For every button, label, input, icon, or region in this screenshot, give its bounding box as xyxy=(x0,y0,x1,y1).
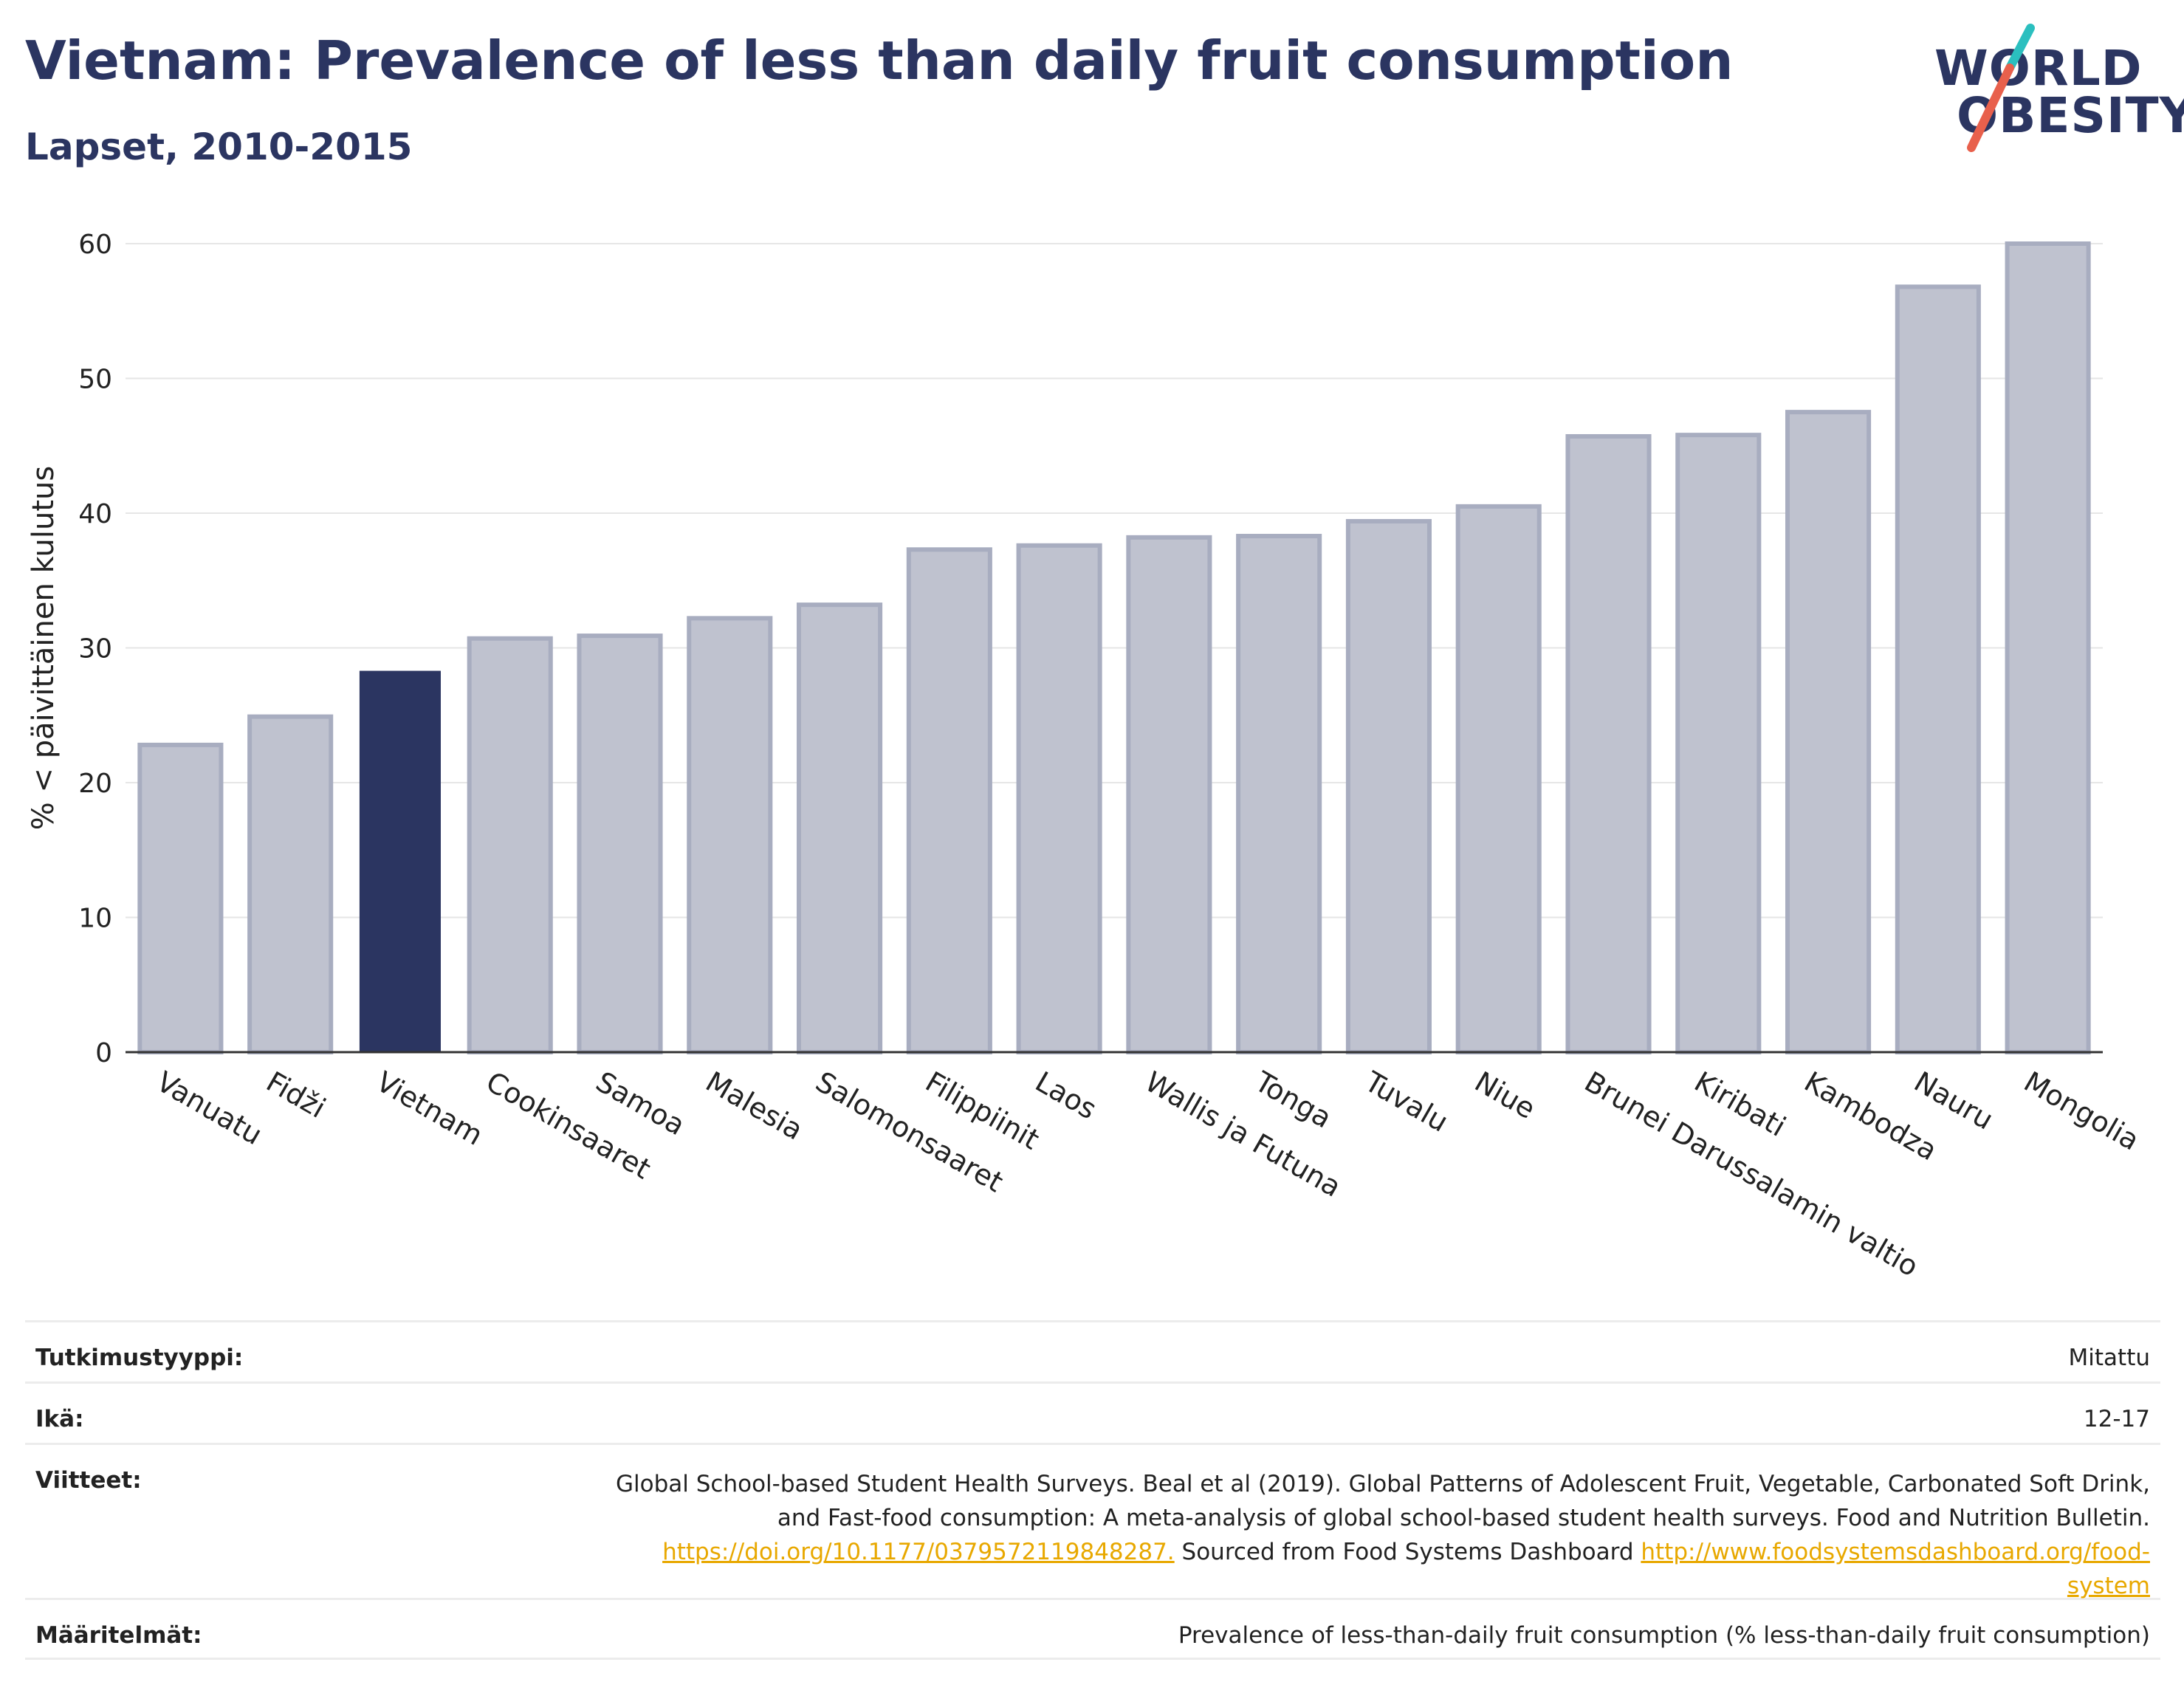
reference-line-4: system xyxy=(616,1569,2150,1603)
chart-subtitle: Lapset, 2010-2015 xyxy=(25,126,413,168)
reference-line-3: https://doi.org/10.1177/0379572119848287… xyxy=(616,1535,2150,1569)
y-tick-label: 40 xyxy=(78,499,112,529)
world-obesity-logo: WORLD OBESITY xyxy=(1927,22,2184,155)
doi-link[interactable]: https://doi.org/10.1177/0379572119848287… xyxy=(662,1539,1175,1565)
bar xyxy=(906,547,992,1054)
x-category-label: Vanuatu xyxy=(151,1065,268,1151)
bar xyxy=(797,602,883,1054)
info-table: Tutkimustyyppi: Mitattu Ikä: 12-17 Viitt… xyxy=(25,1320,2160,1660)
bar xyxy=(1565,433,1652,1055)
bar xyxy=(137,742,224,1055)
y-tick-label: 20 xyxy=(78,769,112,799)
references-value: Global School-based Student Health Surve… xyxy=(616,1467,2160,1603)
x-category-label: Malesia xyxy=(701,1065,808,1147)
bar xyxy=(1785,410,1872,1054)
y-tick-label: 30 xyxy=(78,634,112,665)
definitions-value: Prevalence of less-than-daily fruit cons… xyxy=(1178,1622,2150,1649)
study-type-value: Mitattu xyxy=(2068,1345,2150,1371)
logo-slash-icon xyxy=(1967,24,2035,152)
x-category-label: Tuvalu xyxy=(1359,1065,1453,1139)
y-tick-label: 10 xyxy=(78,904,112,934)
x-category-label: Laos xyxy=(1030,1065,1102,1126)
info-row-study-type: Tutkimustyyppi: Mitattu xyxy=(25,1320,2160,1381)
age-label: Ikä: xyxy=(35,1406,84,1432)
bar xyxy=(1126,535,1212,1055)
x-category-label: Nauru xyxy=(1909,1065,1999,1136)
x-category-label: Vietnam xyxy=(371,1065,488,1152)
bar xyxy=(577,634,663,1054)
y-tick-label: 50 xyxy=(78,365,112,395)
x-category-label: Tonga xyxy=(1249,1065,1337,1134)
x-category-label: Wallis ja Futuna xyxy=(1140,1065,1347,1204)
info-row-definitions: Määritelmät: Prevalence of less-than-dai… xyxy=(25,1598,2160,1660)
age-value: 12-17 xyxy=(2083,1406,2150,1432)
references-label: Viitteet: xyxy=(35,1467,142,1494)
info-row-age: Ikä: 12-17 xyxy=(25,1381,2160,1443)
food-systems-link-end[interactable]: system xyxy=(2067,1573,2150,1599)
study-type-label: Tutkimustyyppi: xyxy=(35,1345,244,1371)
x-category-label: Salomonsaaret xyxy=(810,1065,1009,1199)
bar xyxy=(2005,241,2091,1054)
bar xyxy=(1675,433,1762,1054)
bar xyxy=(467,636,553,1054)
bar xyxy=(359,670,441,1052)
reference-line-1: Global School-based Student Health Surve… xyxy=(616,1471,2150,1497)
y-axis-title: % < päivittäinen kulutus xyxy=(27,466,61,830)
bar xyxy=(1236,534,1322,1054)
bar xyxy=(1455,504,1542,1054)
y-tick-label: 60 xyxy=(78,230,112,260)
bar xyxy=(1895,284,1981,1054)
definitions-label: Määritelmät: xyxy=(35,1622,202,1649)
bar xyxy=(1345,518,1432,1054)
x-category-label: Fidži xyxy=(261,1065,331,1125)
chart-title: Vietnam: Prevalence of less than daily f… xyxy=(25,30,1734,92)
bar xyxy=(247,714,334,1054)
bar xyxy=(687,616,773,1054)
y-tick-label: 0 xyxy=(95,1038,112,1068)
food-systems-link[interactable]: http://www.foodsystemsdashboard.org/food… xyxy=(1641,1539,2150,1565)
bar-chart: 0 10 20 30 40 50 60 % < päivittäinen kulutus Van… xyxy=(27,230,2145,1283)
logo-line-world: WORLD xyxy=(1934,40,2143,97)
x-category-label: Niue xyxy=(1469,1065,1541,1125)
reference-line-2: and Fast-food consumption: A meta-analys… xyxy=(777,1505,2150,1531)
reference-source-text: Sourced from Food Systems Dashboard xyxy=(1174,1539,1641,1565)
x-category-label: Mongolia xyxy=(2019,1065,2145,1157)
info-row-references: Viitteet: Global School-based Student He… xyxy=(25,1443,2160,1599)
bar xyxy=(1016,543,1102,1054)
